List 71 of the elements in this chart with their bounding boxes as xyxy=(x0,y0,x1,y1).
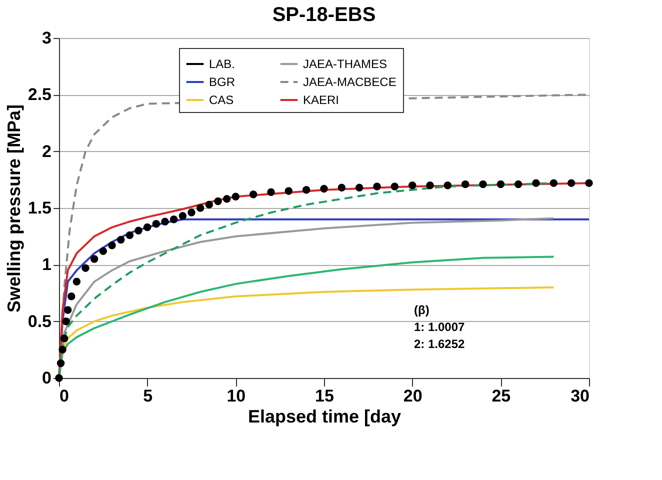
annotation: 1: 1.0007 xyxy=(414,320,466,334)
legend-label: CAS xyxy=(209,93,234,107)
y-axis-title: Swelling pressure [MPa] xyxy=(4,104,24,313)
legend-label: JAEA-MACBECE xyxy=(303,75,396,89)
x-tick-label: 15 xyxy=(315,386,334,406)
legend-label: KAERI xyxy=(303,93,340,107)
point xyxy=(514,180,522,188)
annotation: (β) xyxy=(414,303,430,317)
point xyxy=(170,215,178,224)
point xyxy=(373,182,381,190)
y-tick-label: 3 xyxy=(42,28,52,48)
point xyxy=(90,255,98,263)
point xyxy=(196,204,204,212)
point xyxy=(188,208,196,216)
x-tick-label: 5 xyxy=(143,386,153,406)
point xyxy=(532,179,540,187)
point xyxy=(408,181,416,190)
point xyxy=(479,180,487,188)
point xyxy=(284,187,293,195)
point xyxy=(205,200,214,208)
x-tick-label: 0 xyxy=(60,386,69,406)
point xyxy=(461,180,470,188)
point xyxy=(56,359,65,368)
y-tick-label: 2.5 xyxy=(28,85,52,104)
x-tick-label: 25 xyxy=(492,386,511,406)
point xyxy=(338,184,346,192)
point xyxy=(67,292,76,300)
point xyxy=(99,247,108,255)
point xyxy=(60,334,68,342)
y-tick-label: 2 xyxy=(42,142,52,161)
point xyxy=(222,195,231,203)
point xyxy=(214,197,222,206)
legend-label: JAEA-THAMES xyxy=(303,57,388,71)
y-tick-label: 1 xyxy=(42,255,52,274)
point xyxy=(320,184,328,193)
y-tick-label: 0.5 xyxy=(28,312,52,331)
point xyxy=(134,226,142,235)
point xyxy=(178,212,187,220)
point xyxy=(82,264,90,272)
x-tick-label: 10 xyxy=(226,386,246,406)
legend-label: LAB. xyxy=(209,57,236,71)
chart-title: SP-18-EBS xyxy=(272,4,376,26)
legend-label: BGR xyxy=(209,75,236,89)
point xyxy=(550,179,558,187)
point xyxy=(126,231,134,240)
point xyxy=(62,317,70,326)
point xyxy=(390,182,399,190)
point xyxy=(143,223,152,232)
point xyxy=(267,188,275,196)
point xyxy=(355,184,364,192)
point xyxy=(567,179,576,187)
point xyxy=(108,242,116,250)
point xyxy=(585,179,593,187)
annotation: 2: 1.6252 xyxy=(414,337,466,351)
point xyxy=(152,220,160,228)
point xyxy=(496,180,505,188)
point xyxy=(302,186,310,194)
y-tick-label: 0 xyxy=(42,368,52,388)
point xyxy=(232,192,240,201)
x-tick-label: 30 xyxy=(570,386,590,406)
point xyxy=(58,346,66,354)
x-axis-title: Elapsed time [day xyxy=(248,406,402,426)
y-tick-label: 1.5 xyxy=(28,198,52,218)
point xyxy=(444,181,452,190)
point xyxy=(64,306,72,314)
x-tick-label: 20 xyxy=(403,386,422,406)
point xyxy=(72,278,81,286)
point xyxy=(426,181,434,190)
point xyxy=(249,190,258,198)
point xyxy=(161,218,169,226)
point xyxy=(116,236,125,244)
